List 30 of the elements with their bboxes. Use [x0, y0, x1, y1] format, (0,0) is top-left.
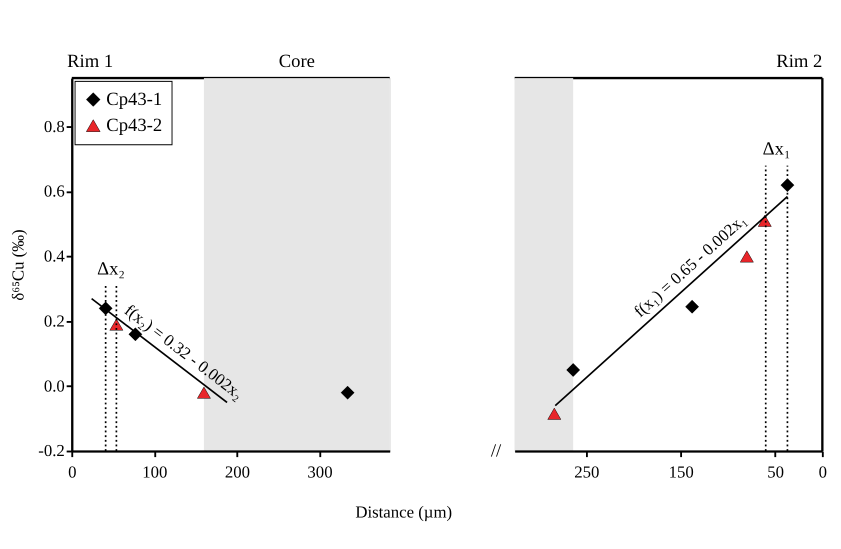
- annotation: Δx₁: [762, 138, 790, 160]
- x-tick-label: 0: [68, 462, 76, 482]
- x-tick-label: 200: [224, 462, 250, 482]
- x-tick-label: 0: [818, 462, 828, 482]
- point: [110, 318, 124, 331]
- point: [340, 386, 354, 400]
- x-tick-label: 300: [307, 462, 333, 482]
- x-tick-label: 150: [668, 462, 694, 482]
- x-axis-title: Distance (µm): [355, 502, 452, 522]
- y-axis-title: δ⁶⁵Cu (‰): [8, 229, 28, 301]
- y-tick-label: 0.6: [44, 182, 65, 201]
- text: Rim 1: [67, 50, 114, 72]
- text: Rim 2: [776, 50, 822, 72]
- point: [566, 363, 580, 377]
- point: [685, 300, 699, 314]
- legend-label: Cp43-2: [106, 115, 162, 136]
- point: [780, 178, 794, 192]
- annotation: Δx₂: [97, 258, 125, 280]
- band-label: Core: [278, 50, 315, 72]
- x-tick-label: 100: [142, 462, 168, 482]
- y-tick-label: -0.2: [38, 441, 65, 460]
- point: [547, 408, 562, 420]
- y-tick-label: 0.0: [44, 376, 65, 396]
- x-tick-label: 250: [574, 462, 600, 482]
- text: //: [490, 440, 502, 462]
- legend-label: Cp43-1: [106, 89, 162, 110]
- y-tick-label: 0.4: [44, 246, 66, 266]
- y-tick-label: 0.2: [44, 311, 65, 330]
- y-tick-label: 0.8: [44, 116, 65, 136]
- x-tick-label: 50: [767, 462, 784, 482]
